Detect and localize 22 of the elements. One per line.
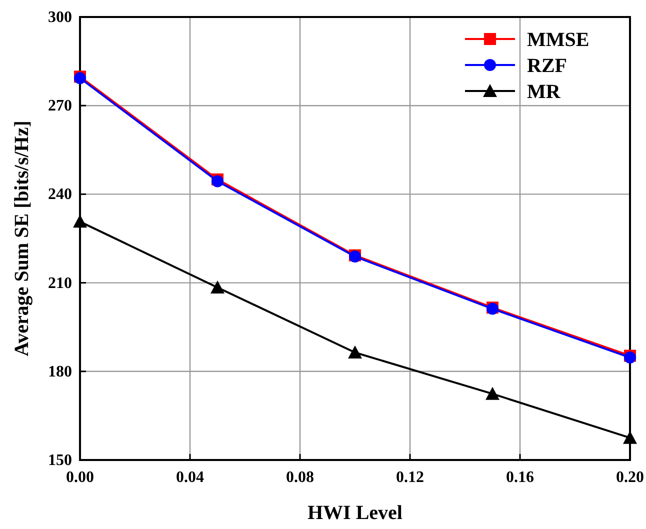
y-tick-label: 300	[48, 9, 72, 26]
legend-label: RZF	[527, 55, 567, 77]
point	[486, 386, 500, 400]
x-tick-label: 0.00	[66, 469, 94, 486]
x-tick-label: 0.04	[176, 469, 204, 486]
x-axis-title: HWI Level	[308, 502, 403, 524]
x-tick-label: 0.12	[396, 469, 424, 486]
y-tick-label: 180	[48, 363, 72, 380]
y-tick-label: 210	[48, 274, 72, 292]
x-tick-label: 0.08	[286, 469, 314, 486]
x-tick-label: 0.16	[506, 469, 534, 486]
point	[73, 214, 87, 228]
x-tick-label: 0.20	[616, 469, 644, 486]
y-tick-label: 150	[48, 452, 72, 469]
point	[623, 430, 637, 444]
point	[348, 346, 362, 358]
legend-label: MR	[527, 81, 561, 103]
legend-label: MMSE	[527, 29, 590, 51]
y-axis-title: Average Sum SE [bits/s/Hz]	[11, 120, 33, 356]
y-tick-label: 240	[48, 186, 72, 204]
y-tick-label: 270	[48, 98, 72, 115]
point	[210, 280, 224, 294]
